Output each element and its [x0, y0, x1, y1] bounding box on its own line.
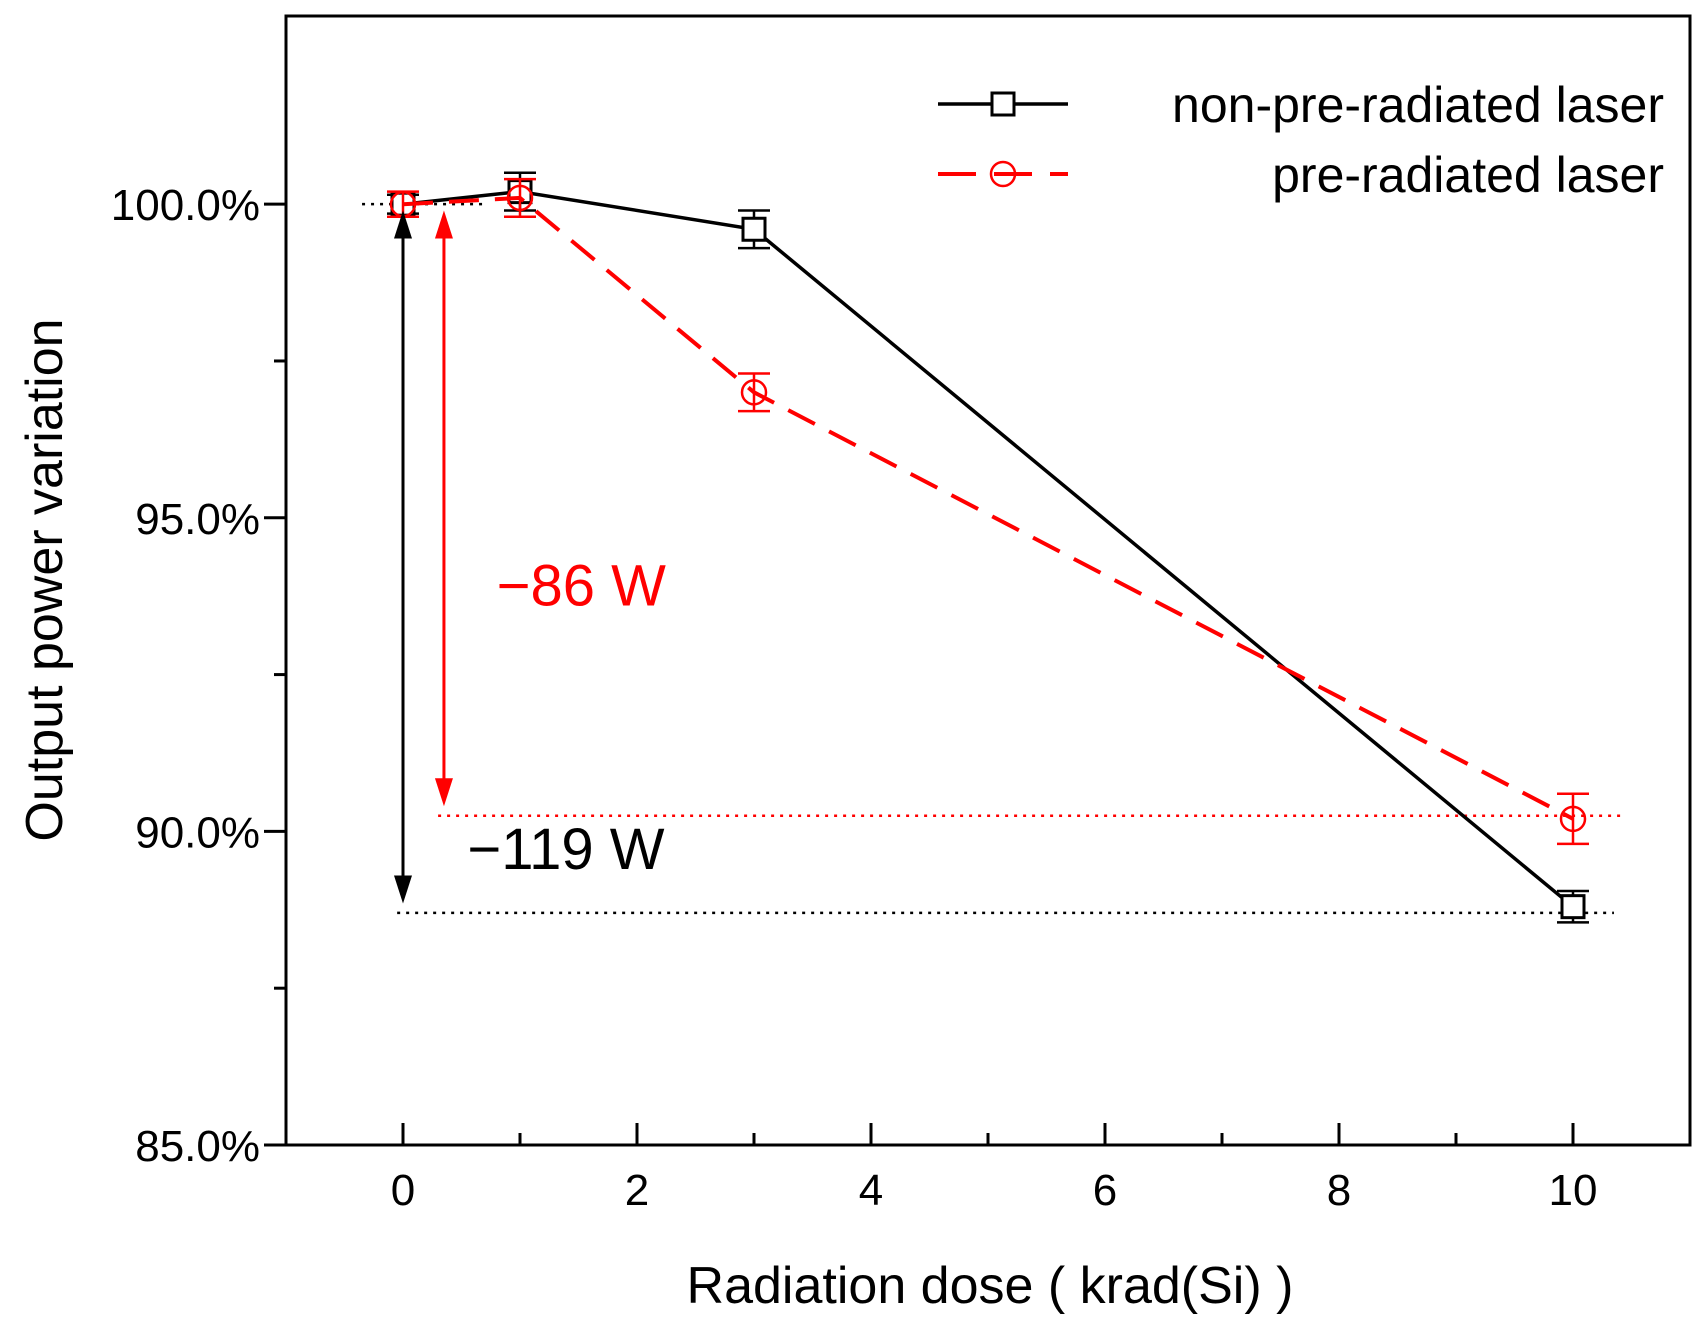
x-tick-label: 8 — [1327, 1166, 1351, 1215]
x-tick-label: 6 — [1093, 1166, 1117, 1215]
square-marker — [990, 91, 1016, 117]
x-tick-label: 10 — [1549, 1166, 1598, 1215]
annotation-label: −119 W — [467, 817, 664, 882]
legend-entry-1: pre-radiated laser — [938, 147, 1664, 203]
series-0 — [387, 171, 1589, 924]
x-tick-label: 0 — [391, 1166, 415, 1215]
legend-entry-0: non-pre-radiated laser — [938, 77, 1664, 133]
x-tick-label: 2 — [625, 1166, 649, 1215]
y-tick-label: 95.0% — [135, 495, 260, 544]
circle-marker — [989, 160, 1017, 188]
circle-marker — [1559, 805, 1587, 833]
arrow-head — [434, 778, 453, 807]
series-line — [402, 189, 1575, 909]
arrow-head — [434, 210, 453, 239]
x-axis-label: Radiation dose ( krad(Si) ) — [687, 1257, 1294, 1315]
square-marker — [1560, 894, 1586, 920]
x-tick-label: 4 — [859, 1166, 883, 1215]
annotation-label: −86 W — [497, 554, 666, 619]
legend-label: pre-radiated laser — [1272, 147, 1664, 203]
legend-label: non-pre-radiated laser — [1172, 77, 1664, 133]
arrow-head — [394, 875, 412, 904]
circle-marker — [506, 184, 534, 212]
y-tick-label: 85.0% — [135, 1122, 260, 1171]
y-axis-label: Output power variation — [16, 318, 74, 841]
y-tick-label: 90.0% — [135, 808, 260, 857]
square-marker — [741, 216, 767, 242]
circle-marker — [740, 379, 768, 406]
arrow-head — [394, 210, 412, 239]
series-1 — [387, 177, 1589, 846]
y-tick-label: 100.0% — [111, 181, 260, 230]
series-line — [402, 195, 1574, 821]
